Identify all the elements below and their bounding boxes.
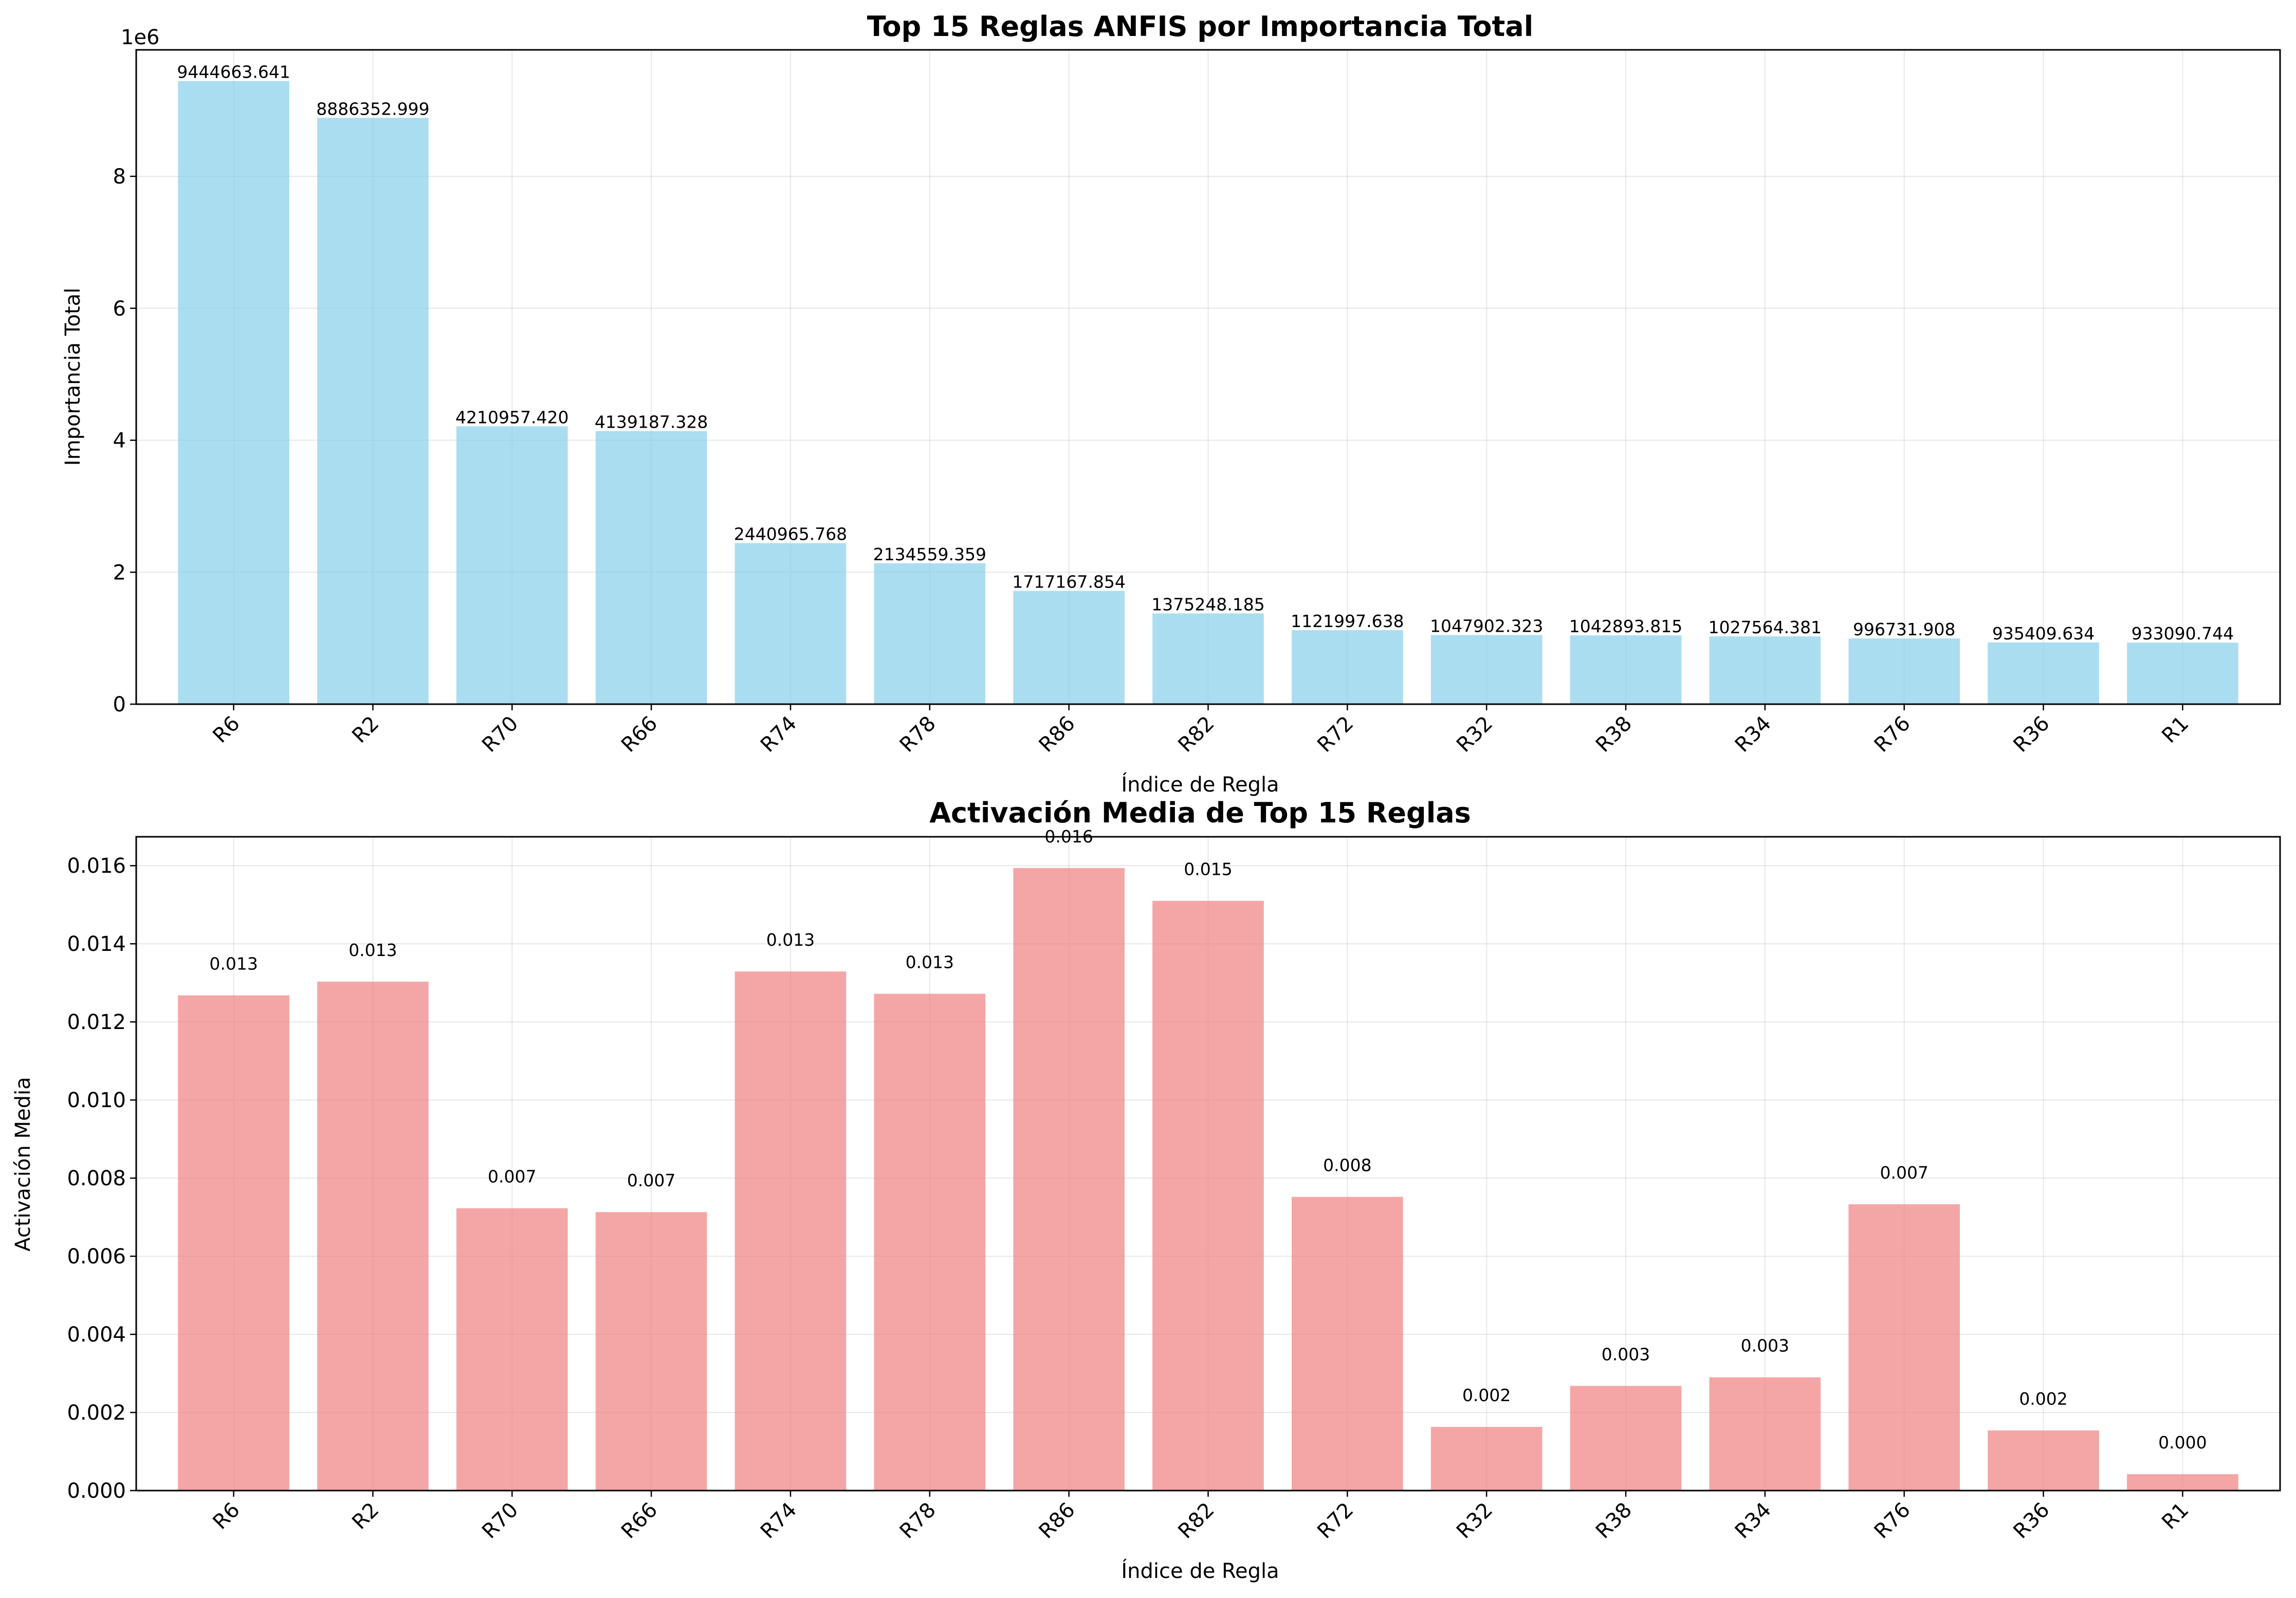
activation-value-label: 0.002 bbox=[2019, 1389, 2067, 1409]
importance-bar-r34 bbox=[1709, 636, 1821, 704]
importance-y-ticks: 0 2 4 6 8 bbox=[113, 165, 136, 717]
activation-y-tick-label: 0.010 bbox=[67, 1089, 126, 1112]
importance-bar-r86 bbox=[1013, 591, 1125, 704]
activation-plot-frame bbox=[135, 836, 2281, 1492]
activation-value-label: 0.013 bbox=[209, 954, 258, 974]
importance-bar-r72 bbox=[1292, 630, 1403, 704]
activation-value-label: 0.013 bbox=[348, 940, 397, 960]
importance-bar-r36 bbox=[1988, 642, 2099, 704]
activation-bar-r86 bbox=[1013, 868, 1125, 1491]
activation-bar-r1 bbox=[2127, 1474, 2238, 1491]
activation-value-label: 0.007 bbox=[1880, 1163, 1928, 1183]
importance-y-tick-label: 8 bbox=[113, 165, 126, 189]
importance-y-scale-label: 1e6 bbox=[121, 26, 160, 49]
activation-y-tick-label: 0.008 bbox=[67, 1167, 126, 1190]
activation-bar-r76 bbox=[1848, 1204, 1960, 1491]
importance-x-axis-label: Índice de Regla bbox=[1121, 772, 1279, 797]
importance-value-labels: 9444663.641 8886352.999 4210957.420 4139187… bbox=[177, 62, 2234, 644]
importance-value-label: 4210957.420 bbox=[455, 407, 568, 427]
activation-chart: Activación Media de Top 15 Reglas Activa… bbox=[11, 797, 2281, 1583]
importance-bar-r66 bbox=[595, 431, 707, 704]
importance-bar-r32 bbox=[1430, 635, 1542, 704]
activation-bar-r6 bbox=[178, 995, 289, 1491]
importance-value-label: 4139187.328 bbox=[595, 412, 708, 432]
activation-y-tick-label: 0.012 bbox=[67, 1011, 126, 1034]
importance-value-label: 1375248.185 bbox=[1151, 594, 1264, 614]
activation-value-label: 0.013 bbox=[766, 930, 815, 950]
importance-bar-r2 bbox=[317, 118, 429, 704]
activation-value-label: 0.008 bbox=[1323, 1155, 1371, 1175]
importance-y-tick-label: 0 bbox=[113, 693, 126, 717]
activation-bar-r34 bbox=[1709, 1377, 1821, 1491]
importance-value-label: 8886352.999 bbox=[316, 99, 429, 119]
importance-bar-r76 bbox=[1848, 638, 1960, 704]
activation-y-tick-label: 0.004 bbox=[67, 1323, 126, 1347]
importance-chart-title: Top 15 Reglas ANFIS por Importancia Tota… bbox=[867, 10, 1533, 43]
activation-y-tick-label: 0.002 bbox=[67, 1401, 126, 1425]
importance-y-tick-label: 4 bbox=[113, 429, 126, 453]
importance-value-label: 1717167.854 bbox=[1012, 572, 1125, 592]
importance-bar-r70 bbox=[456, 426, 568, 704]
activation-value-label: 0.002 bbox=[1462, 1385, 1511, 1405]
activation-value-label: 0.003 bbox=[1741, 1336, 1789, 1356]
importance-bar-r78 bbox=[874, 563, 986, 704]
importance-bar-r6 bbox=[178, 81, 289, 705]
importance-bar-r1 bbox=[2127, 642, 2238, 704]
importance-bar-r38 bbox=[1570, 635, 1682, 704]
importance-value-label: 935409.634 bbox=[1992, 623, 2095, 644]
activation-bar-r72 bbox=[1292, 1197, 1403, 1491]
activation-y-ticks: 0.000 0.002 0.004 0.006 0.008 0.010 0.012 0.014… bbox=[67, 854, 136, 1503]
importance-bars bbox=[178, 81, 2238, 705]
importance-bar-r74 bbox=[734, 543, 847, 704]
activation-y-tick-label: 0.014 bbox=[67, 932, 126, 956]
importance-value-label: 996731.908 bbox=[1853, 619, 1955, 639]
importance-plot-frame bbox=[135, 49, 2281, 705]
activation-value-label: 0.000 bbox=[2158, 1432, 2207, 1453]
activation-bar-r2 bbox=[317, 981, 429, 1491]
activation-y-tick-label: 0.000 bbox=[67, 1479, 126, 1503]
importance-y-tick-label: 6 bbox=[113, 297, 126, 321]
activation-y-axis-label: Activación Media bbox=[11, 1077, 35, 1251]
importance-value-label: 1047902.323 bbox=[1430, 616, 1543, 636]
activation-bar-r36 bbox=[1988, 1430, 2099, 1491]
activation-value-label: 0.003 bbox=[1602, 1344, 1650, 1364]
activation-bar-r82 bbox=[1152, 901, 1264, 1491]
activation-value-label: 0.013 bbox=[906, 952, 954, 972]
importance-value-label: 1042893.815 bbox=[1569, 616, 1682, 636]
importance-y-tick-label: 2 bbox=[113, 561, 126, 584]
activation-x-axis-label: Índice de Regla bbox=[1121, 1558, 1279, 1583]
activation-bar-r74 bbox=[734, 971, 847, 1491]
importance-value-label: 1027564.381 bbox=[1709, 617, 1822, 637]
importance-value-label: 2440965.768 bbox=[734, 524, 847, 544]
importance-value-label: 933090.744 bbox=[2132, 623, 2234, 644]
importance-chart: Top 15 Reglas ANFIS por Importancia Tota… bbox=[61, 10, 2281, 797]
activation-y-tick-label: 0.006 bbox=[67, 1245, 126, 1269]
importance-value-label: 2134559.359 bbox=[873, 544, 986, 564]
activation-bar-r32 bbox=[1430, 1427, 1542, 1491]
activation-y-tick-label: 0.016 bbox=[67, 854, 126, 878]
importance-y-axis-label: Importancia Total bbox=[61, 288, 85, 466]
activation-bar-r66 bbox=[595, 1212, 707, 1491]
activation-bar-r70 bbox=[456, 1208, 568, 1491]
activation-chart-title: Activación Media de Top 15 Reglas bbox=[929, 797, 1471, 829]
activation-bars bbox=[178, 868, 2238, 1491]
activation-value-label: 0.015 bbox=[1184, 859, 1232, 879]
activation-bar-r38 bbox=[1570, 1386, 1682, 1491]
activation-bar-r78 bbox=[874, 994, 986, 1491]
importance-bar-r82 bbox=[1152, 613, 1264, 704]
importance-value-label: 9444663.641 bbox=[177, 62, 290, 82]
activation-value-label: 0.007 bbox=[488, 1167, 536, 1187]
importance-value-label: 1121997.638 bbox=[1291, 611, 1404, 631]
activation-value-label: 0.007 bbox=[627, 1170, 675, 1190]
